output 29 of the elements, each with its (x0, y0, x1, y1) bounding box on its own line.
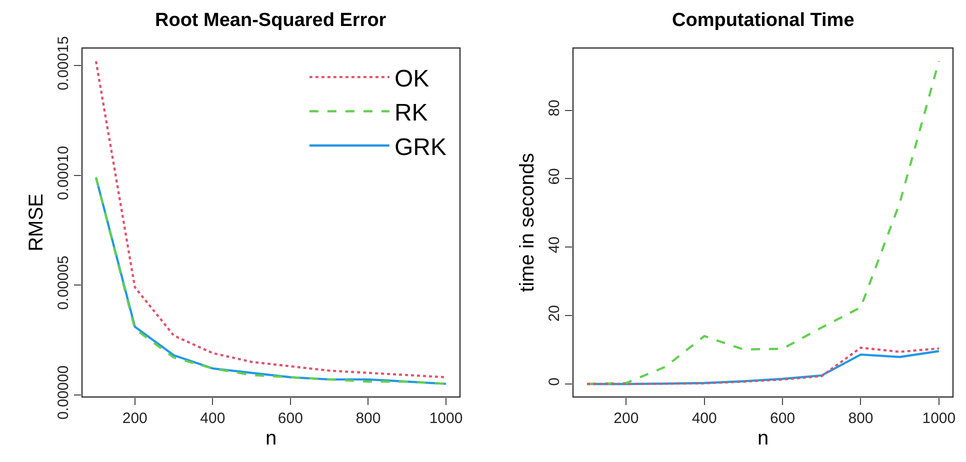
x-axis-title: n (265, 428, 277, 450)
y-tick-label: 40 (546, 236, 563, 254)
x-tick-label: 1000 (922, 410, 956, 427)
x-axis-title: n (757, 428, 769, 450)
y-tick-label: 60 (546, 168, 563, 185)
legend-label: GRK (394, 134, 446, 161)
line-series (94, 176, 448, 385)
x-tick-label: 400 (692, 410, 717, 427)
y-tick-label: 0.00000 (55, 365, 72, 420)
legend-label: RK (394, 100, 428, 127)
chart-title: Computational Time (672, 10, 854, 31)
y-axis-title: RMSE (26, 194, 48, 252)
x-tick-label: 200 (614, 410, 639, 427)
x-tick-label: 1000 (429, 410, 463, 427)
chart-title: Root Mean-Squared Error (155, 10, 387, 31)
x-tick-label: 800 (356, 410, 381, 427)
x-tick-label: 200 (122, 410, 148, 427)
y-axis-title: time in seconds (516, 153, 538, 292)
y-tick-label: 20 (546, 304, 563, 322)
y-tick-label: 0.00015 (55, 36, 72, 90)
y-tick-label: 0.00005 (55, 256, 72, 310)
y-tick-label: 0 (546, 378, 563, 386)
y-tick-label: 80 (546, 100, 563, 116)
x-tick-label: 800 (848, 410, 874, 427)
y-tick-label: 0.00010 (55, 146, 72, 200)
x-tick-label: 400 (200, 410, 226, 427)
x-tick-label: 600 (770, 410, 796, 427)
legend-label: OK (394, 65, 430, 92)
x-tick-label: 600 (278, 410, 303, 427)
